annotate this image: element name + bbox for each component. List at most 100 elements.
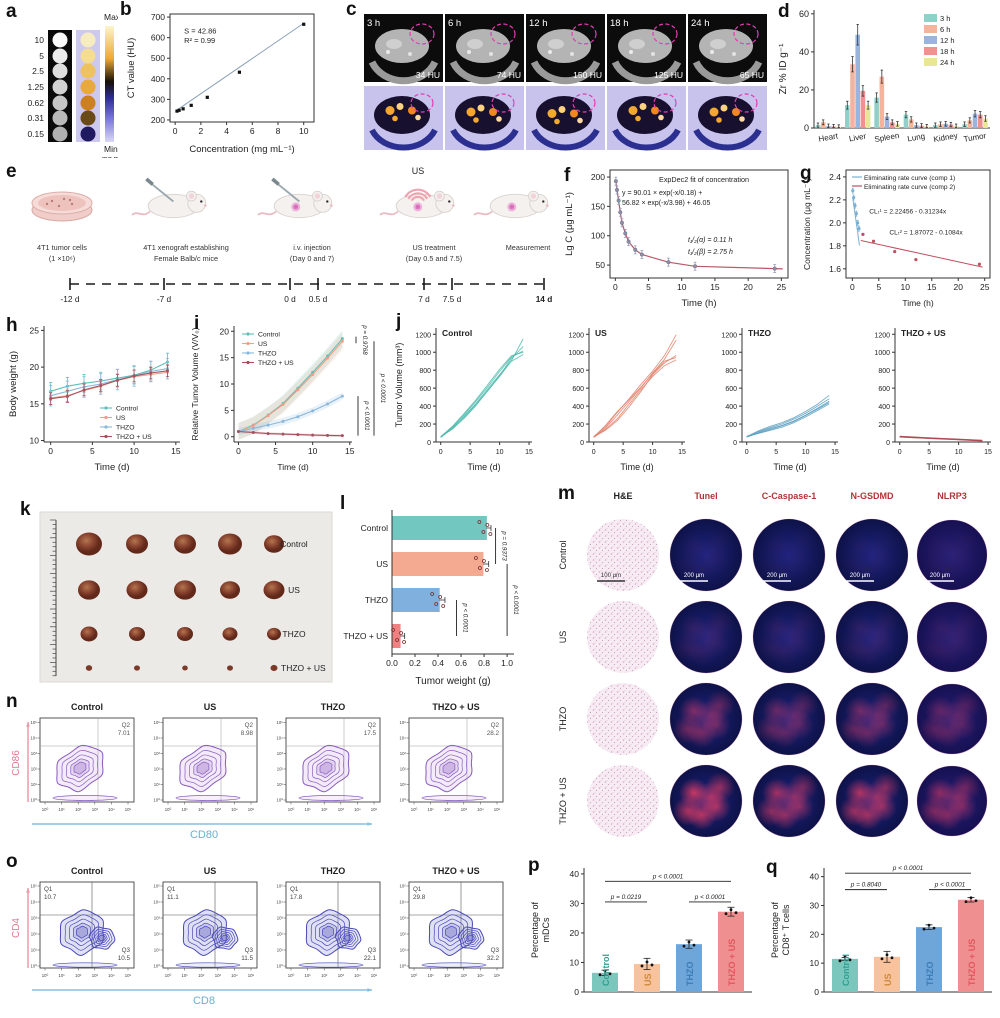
flow-contour [457,926,485,950]
svg-text:Tumor weight (g): Tumor weight (g) [415,676,490,687]
svg-text:10⁵: 10⁵ [399,720,406,725]
svg-text:20: 20 [570,928,580,938]
svg-text:10⁴: 10⁴ [153,736,160,741]
svg-text:p = 0.9768: p = 0.9768 [361,324,368,355]
svg-text:Zr % ID g⁻¹: Zr % ID g⁻¹ [778,43,789,95]
svg-text:10⁰: 10⁰ [276,964,283,969]
svg-text:10: 10 [35,35,45,45]
svg-text:t₁/₂(β) = 2.75 h: t₁/₂(β) = 2.75 h [688,249,733,256]
svg-text:Time (d): Time (d) [773,462,806,472]
svg-text:NLRP3: NLRP3 [937,491,967,501]
flow-contour [211,926,239,950]
panel-c: c 3 h 34 HU 6 h 74 HU 12 h 150 HU 18 h 125 HU 24 … [344,0,770,154]
svg-text:10⁵: 10⁵ [371,973,378,978]
svg-text:10⁴: 10⁴ [231,807,238,812]
svg-text:60: 60 [799,9,809,19]
svg-text:Time (h): Time (h) [902,298,933,308]
svg-text:Control: Control [558,540,568,569]
svg-text:50: 50 [596,260,606,270]
svg-text:34 HU: 34 HU [416,70,440,80]
svg-text:Q2: Q2 [245,722,254,729]
svg-text:10¹: 10¹ [400,782,407,787]
svg-text:1200: 1200 [568,332,584,339]
svg-text:15: 15 [831,449,839,456]
svg-text:THZO + US: THZO + US [116,434,152,441]
svg-text:10⁰: 10⁰ [399,798,406,803]
svg-text:p = 0.0219: p = 0.0219 [610,894,642,901]
svg-text:Max: Max [104,12,118,22]
svg-text:0.2: 0.2 [409,658,421,668]
svg-text:Tumor: Tumor [963,131,987,144]
svg-text:10⁰: 10⁰ [153,798,160,803]
svg-text:Time (d): Time (d) [620,462,653,472]
panel-f-label: f [564,165,571,186]
flow-contour [88,926,116,950]
p-n-svg: ControlQ27.0110⁰10⁰10¹10¹10²10²10³10³10⁴… [11,702,504,841]
svg-text:Q1: Q1 [290,886,299,893]
svg-text:30: 30 [570,898,580,908]
svg-text:4: 4 [224,126,229,136]
svg-text:THZO: THZO [116,425,135,432]
panel-e-label: e [6,161,17,182]
svg-text:Body weight (g): Body weight (g) [8,351,19,417]
svg-text:10⁴: 10⁴ [477,807,484,812]
svg-text:10³: 10³ [31,916,38,921]
svg-text:THZO + US: THZO + US [558,777,568,824]
p-l-svg: 0.0 0.2 0.4 0.6 0.8 1.0 Tumor weight (g) Contro… [343,510,519,687]
svg-text:10⁵: 10⁵ [371,807,378,812]
svg-text:6 h: 6 h [448,18,461,29]
ct-image-cell: 3 h 34 HU [364,14,443,151]
svg-text:10³: 10³ [400,751,407,756]
svg-text:Control: Control [71,702,103,712]
p-e-svg: US 4T1 tumor cells (1 ×10⁶) 4T1 xenograft e… [31,166,552,304]
svg-text:Control: Control [71,866,103,876]
svg-text:25: 25 [777,282,787,292]
svg-text:Female Balb/c mice: Female Balb/c mice [154,254,218,263]
svg-text:5: 5 [646,282,651,292]
mouse-icon [379,188,455,219]
svg-text:0: 0 [814,987,819,997]
svg-text:10³: 10³ [154,751,161,756]
svg-text:18 h: 18 h [610,18,629,29]
panel-k: k Control US THZO THZO + US [4,484,336,692]
svg-text:2.4: 2.4 [829,172,841,182]
svg-text:Time (d): Time (d) [94,462,129,473]
svg-text:5: 5 [90,446,95,456]
svg-text:600: 600 [151,33,165,43]
svg-text:400: 400 [878,404,890,411]
panel-d: d 0 20 40 60 Zr % ID g⁻¹ Heart Liver Spleen Lung K… [774,0,998,156]
svg-text:0: 0 [48,446,53,456]
svg-text:0: 0 [574,987,579,997]
svg-text:150 HU: 150 HU [573,70,602,80]
svg-text:5: 5 [224,405,229,415]
svg-text:10¹: 10¹ [304,807,311,812]
svg-text:1200: 1200 [721,332,737,339]
svg-text:10⁵: 10⁵ [30,720,37,725]
panel-b-label: b [120,0,132,20]
svg-text:THZO + US: THZO + US [281,663,326,673]
svg-text:Q2: Q2 [368,722,377,729]
svg-text:p < 0.0001: p < 0.0001 [461,602,468,632]
svg-text:5: 5 [774,449,778,456]
svg-text:10²: 10² [198,973,205,978]
svg-text:Time (d): Time (d) [926,462,959,472]
panel-d-label: d [778,1,790,22]
svg-text:10²: 10² [277,767,284,772]
svg-text:25: 25 [980,282,990,292]
svg-text:0: 0 [850,282,855,292]
svg-text:5: 5 [468,449,472,456]
svg-text:p < 0.0001: p < 0.0001 [892,865,924,872]
panel-n-label: n [6,691,18,712]
p-m-svg: H&E Tunel C-Caspase-1 N-GSDMD NLRP3 Control US… [558,491,988,838]
svg-text:CD4: CD4 [11,918,22,938]
svg-text:10⁵: 10⁵ [276,884,283,889]
svg-text:100 μm: 100 μm [601,573,621,579]
svg-text:Eliminating rate curve (comp 2: Eliminating rate curve (comp 2) [864,184,955,191]
panel-g-label: g [800,163,812,184]
svg-text:0.15: 0.15 [27,129,44,139]
svg-text:10³: 10³ [338,973,345,978]
svg-text:10⁴: 10⁴ [30,736,37,741]
svg-text:28.2: 28.2 [487,730,500,737]
panel-l-label: l [340,493,346,514]
svg-text:10⁰: 10⁰ [30,798,37,803]
